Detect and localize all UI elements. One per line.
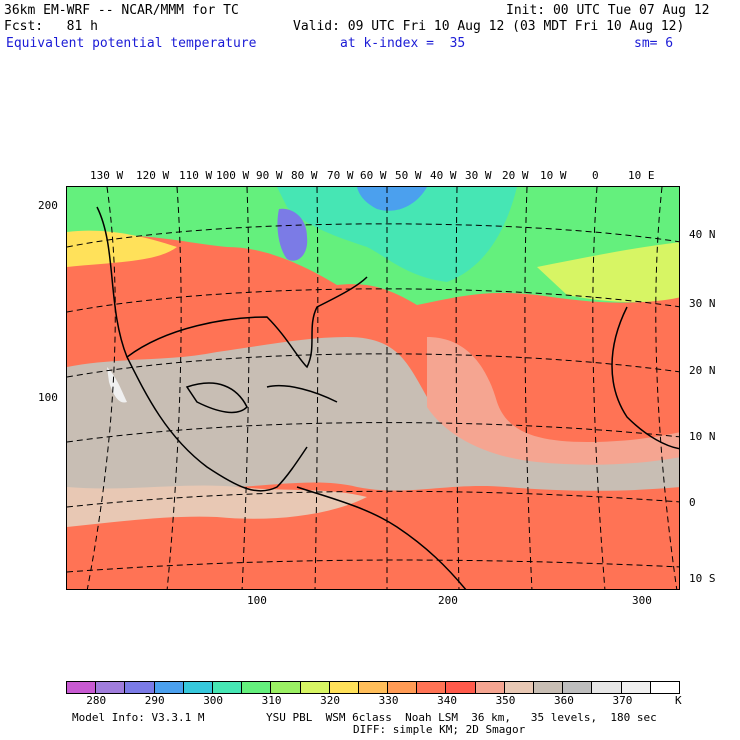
colorbar-label: 280 [86,694,107,707]
colorbar-label: 370 [612,694,633,707]
field-region-tan [427,337,679,465]
diffusion-info: DIFF: simple KM; 2D Smagor [353,723,526,736]
field-region-blue-2 [357,187,427,211]
field-region-gray [67,337,679,507]
colorbar-swatch [300,682,330,693]
colorbar-label: 360 [554,694,574,707]
lon-label: 50 W [395,169,422,182]
lon-label: 130 W [90,169,124,182]
lon-label: 70 W [327,169,354,182]
lon-label: 40 W [430,169,457,182]
colorbar-swatch [96,682,126,693]
colorbar-swatch [183,682,213,693]
smoothing-label: sm= 6 [634,36,674,51]
map-coastlines [96,206,679,589]
lat-label: 20 N [689,364,716,377]
field-region-yellow-2 [67,230,177,267]
colorbar-label: 290 [144,694,165,707]
colorbar-swatch [621,682,651,693]
colorbar-swatch [563,682,593,693]
colorbar-swatch [154,682,184,693]
lon-label: 120 W [136,169,170,182]
colorbar-swatch [271,682,301,693]
grid-x-label: 300 [632,594,652,607]
colorbar [66,681,680,694]
theta-e-field [67,187,679,589]
forecast-hour: Fcst: 81 h [4,19,98,34]
lon-label: 100 W [216,169,250,182]
colorbar-swatch [125,682,155,693]
field-region-white [107,367,127,403]
lat-label: 40 N [689,228,716,241]
colorbar-swatch [534,682,564,693]
grid-x-label: 200 [438,594,458,607]
colorbar-swatch [417,682,447,693]
field-name: Equivalent potential temperature [6,36,257,51]
lat-label: 0 [689,496,696,509]
colorbar-label: 340 [437,694,457,707]
colorbar-swatch [504,682,534,693]
map-graticule [67,187,679,589]
colorbar-label: 300 [203,694,224,707]
colorbar-label: 310 [261,694,282,707]
lon-label: 20 W [502,169,529,182]
colorbar-swatch [67,682,97,693]
colorbar-swatch [358,682,389,693]
lon-label: 110 W [179,169,213,182]
grid-y-label: 100 [38,391,58,404]
colorbar-swatch [592,682,622,693]
field-region-blue [277,208,308,261]
lon-label: 80 W [291,169,318,182]
colorbar-label: 320 [320,694,341,707]
colorbar-swatch [475,682,505,693]
colorbar-label: 350 [495,694,516,707]
physics-info: YSU PBL WSM 6class Noah LSM 36 km, 35 le… [266,711,657,724]
colorbar-label: 330 [378,694,399,707]
lon-label: 10 W [540,169,567,182]
colorbar-swatch [650,682,679,693]
colorbar-swatch [388,682,418,693]
valid-time: Valid: 09 UTC Fri 10 Aug 12 (03 MDT Fri … [293,19,685,34]
field-region-tan-2 [67,485,367,527]
level-label: at k-index = 35 [340,36,466,51]
colorbar-unit: K [675,694,682,707]
lon-label: 90 W [256,169,283,182]
field-region-yellow [537,242,679,303]
map-panel [66,186,680,590]
grid-y-label: 200 [38,199,58,212]
lat-label: 10 N [689,430,716,443]
colorbar-swatch [242,682,272,693]
lon-label: 60 W [360,169,387,182]
colorbar-swatch [446,682,476,693]
model-title: 36km EM-WRF -- NCAR/MMM for TC [4,3,239,18]
grid-x-label: 100 [247,594,267,607]
lat-label: 10 S [689,572,716,585]
model-info: Model Info: V3.3.1 M [72,711,205,724]
lon-label: 10 E [628,169,655,182]
lon-label: 0 [592,169,599,182]
lon-label: 30 W [465,169,492,182]
colorbar-swatch [329,682,359,693]
lat-label: 30 N [689,297,716,310]
init-time: Init: 00 UTC Tue 07 Aug 12 [506,3,710,18]
colorbar-swatch [212,682,243,693]
